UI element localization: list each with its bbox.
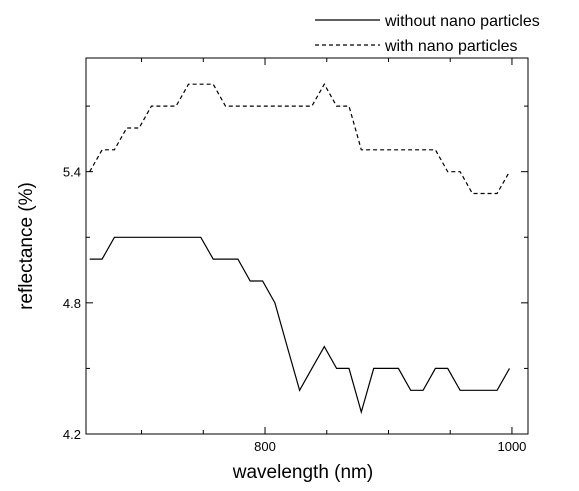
y-tick-label: 4.8	[63, 296, 81, 311]
legend-label: without nano particles	[384, 13, 540, 30]
x-tick-label: 1000	[497, 439, 526, 454]
legend: without nano particles with nano particle…	[315, 13, 540, 55]
x-tick-label: 800	[254, 439, 276, 454]
y-tick-label: 4.2	[63, 427, 81, 442]
series-line-without-nano	[89, 236, 511, 415]
x-axis-title: wavelength (nm)	[232, 462, 373, 483]
series-lines	[89, 82, 511, 415]
tick-marks	[86, 58, 528, 435]
y-axis-title: reflectance (%)	[16, 182, 37, 310]
series-line-with-nano	[89, 82, 511, 195]
tick-labels: 800 1000 4.2 4.8 5.4	[63, 165, 526, 454]
plot-frame	[85, 57, 529, 435]
legend-label: with nano particles	[384, 38, 518, 55]
y-tick-label: 5.4	[63, 165, 81, 180]
